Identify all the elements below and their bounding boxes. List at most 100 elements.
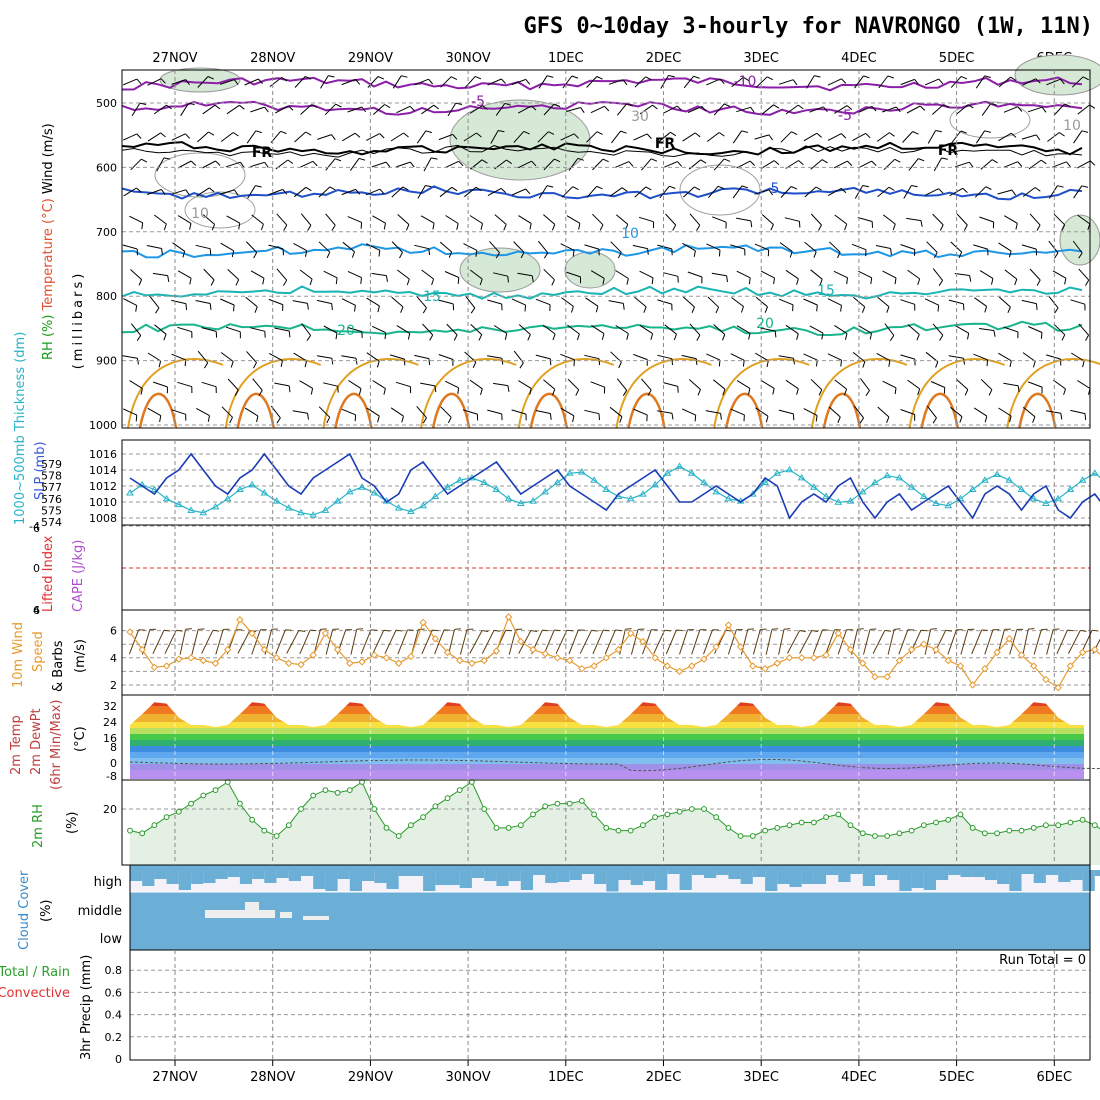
- wind-speed-marker: [419, 618, 427, 627]
- upper-wind-barb: [371, 272, 387, 277]
- contour-label: 10: [621, 226, 639, 242]
- upper-wind-barb: [816, 304, 818, 312]
- upper-wind-barb: [230, 361, 234, 368]
- upper-wind-barb: [299, 160, 314, 169]
- upper-wind-barb: [171, 409, 186, 415]
- upper-wind-barb: [932, 323, 944, 336]
- upper-wind-barb: [195, 244, 211, 250]
- rh-marker: [530, 811, 536, 818]
- upper-wind-barb: [641, 158, 652, 171]
- upper-wind-barb: [529, 223, 532, 230]
- upper-wind-barb: [227, 378, 239, 391]
- upper-wind-barb: [590, 270, 605, 279]
- upper-wind-barb: [665, 213, 677, 226]
- upper-wind-barb: [479, 278, 483, 286]
- upper-wind-barb: [645, 186, 652, 191]
- upper-wind-barb: [268, 244, 284, 250]
- upper-wind-barb: [677, 161, 683, 167]
- wind-10m-barb: [857, 628, 864, 630]
- upper-wind-barb: [493, 272, 508, 277]
- upper-wind-barb: [500, 188, 507, 193]
- rh-marker: [872, 833, 878, 839]
- upper-wind-barb: [1070, 409, 1086, 415]
- rh-marker: [664, 811, 671, 818]
- upper-wind-barb: [282, 189, 288, 195]
- cloud-high-bar: [325, 870, 338, 891]
- wind-speed-marker: [504, 613, 513, 621]
- upper-wind-barb: [238, 223, 241, 230]
- upper-wind-barb: [501, 358, 504, 365]
- upper-wind-barb: [136, 358, 139, 365]
- isotherm-30-lobe: [431, 392, 471, 429]
- wind-10m-barb: [591, 629, 598, 632]
- upper-wind-barb: [551, 279, 555, 286]
- upper-wind-barb: [1046, 78, 1061, 86]
- upper-wind-barb: [439, 186, 453, 198]
- precip-tick-label: 0.6: [105, 986, 123, 999]
- cloud-high-bar: [752, 870, 765, 877]
- upper-wind-barb: [760, 270, 775, 279]
- wind-10m-barb: [642, 629, 652, 655]
- upper-wind-barb: [998, 352, 1012, 362]
- upper-wind-barb: [1029, 268, 1041, 281]
- upper-wind-barb: [463, 132, 477, 142]
- upper-wind-barb: [177, 215, 192, 224]
- isotherm-30-lobe: [529, 392, 569, 429]
- wind-speed-marker: [712, 643, 720, 651]
- upper-wind-barb: [373, 104, 385, 115]
- upper-wind-barb: [288, 330, 291, 338]
- upper-wind-barb: [529, 388, 532, 395]
- upper-wind-barb: [147, 352, 161, 362]
- upper-wind-barb: [639, 270, 654, 279]
- upper-wind-barb: [870, 277, 873, 285]
- cloud-level-high-label: high: [94, 875, 122, 890]
- wind-speed-marker: [321, 629, 330, 638]
- wind-speed-marker: [480, 656, 488, 665]
- thickness-marker: [370, 489, 379, 496]
- thickness-marker: [785, 465, 794, 473]
- cloud-high-bar: [862, 870, 875, 886]
- upper-wind-barb: [233, 79, 239, 85]
- contour-label: 15: [423, 289, 441, 305]
- wind-10m-barb: [604, 629, 616, 655]
- upper-wind-barb: [736, 270, 751, 279]
- upper-wind-barb: [668, 75, 675, 78]
- date-label-top: 1DEC: [548, 51, 584, 66]
- upper-wind-barb: [1022, 78, 1037, 86]
- upper-wind-barb: [620, 130, 627, 134]
- upper-wind-barb: [954, 161, 970, 168]
- upper-wind-barb: [390, 132, 404, 142]
- wind-10m-barb: [971, 629, 983, 655]
- chart-title: GFS 0~10day 3-hourly for NAVRONGO (1W, 1…: [523, 14, 1093, 39]
- wind-speed-marker: [1030, 662, 1038, 670]
- rh-marker: [591, 811, 597, 818]
- upper-wind-barb: [292, 410, 308, 414]
- cloud-high-bar: [899, 870, 912, 891]
- upper-wind-barb: [1003, 106, 1018, 113]
- rh-marker: [774, 825, 781, 831]
- upper-wind-barb: [939, 224, 944, 231]
- upper-wind-barb: [166, 104, 172, 110]
- upper-wind-barb: [1010, 76, 1017, 81]
- rh-marker: [847, 822, 854, 829]
- upper-wind-barb: [305, 186, 312, 192]
- rh-marker: [334, 789, 341, 796]
- cloud-high-bar: [801, 870, 814, 884]
- upper-wind-barb: [518, 215, 532, 224]
- cloud-high-bar: [349, 870, 362, 891]
- thickness-marker: [663, 469, 672, 476]
- thickness-marker: [1090, 469, 1099, 476]
- upper-wind-barb: [706, 132, 720, 142]
- upper-wind-barb: [185, 189, 190, 196]
- upper-wind-barb: [420, 382, 436, 387]
- upper-wind-barb: [438, 354, 454, 360]
- upper-wind-barb: [301, 323, 312, 336]
- rh-marker: [969, 825, 976, 831]
- wind-10m-barb: [884, 629, 892, 632]
- upper-wind-barb: [425, 185, 432, 188]
- upper-wind-barb: [190, 160, 197, 166]
- upper-wind-barb: [153, 104, 167, 115]
- upper-wind-barb: [860, 378, 870, 391]
- upper-wind-barb: [1087, 223, 1091, 231]
- upper-wind-barb: [713, 324, 726, 335]
